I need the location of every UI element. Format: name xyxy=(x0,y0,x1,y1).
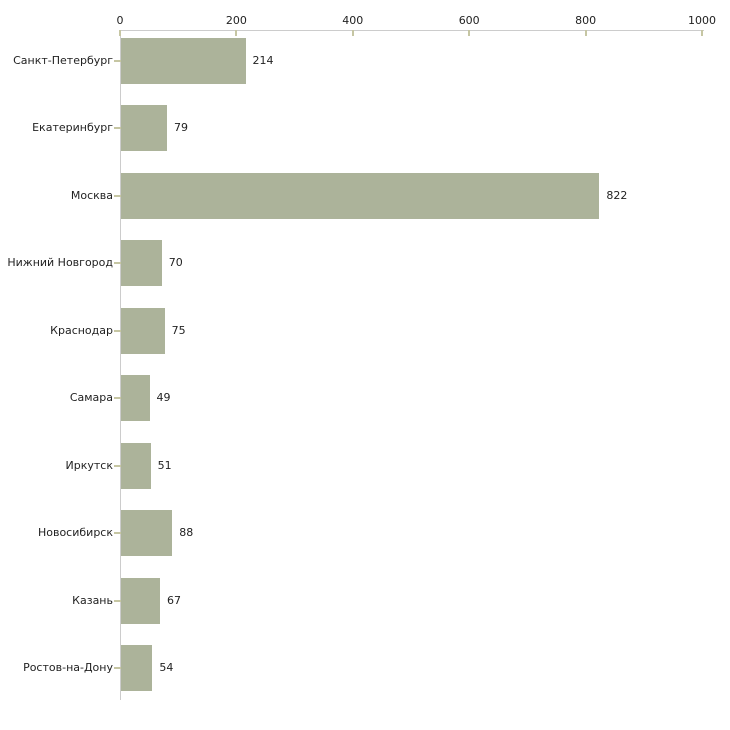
bar xyxy=(121,105,167,151)
x-tick-mark xyxy=(119,30,121,36)
value-label: 822 xyxy=(606,188,628,202)
category-label: Нижний Новгород xyxy=(7,256,113,269)
y-tick-mark xyxy=(114,667,121,669)
x-tick-label: 0 xyxy=(116,14,124,27)
y-tick-mark xyxy=(114,599,121,602)
value-label: 88 xyxy=(179,526,194,539)
category-label: Ростов-на-Дону xyxy=(23,661,113,674)
y-tick-mark xyxy=(114,194,121,197)
x-axis-line xyxy=(120,30,704,31)
category-label: Казань xyxy=(72,593,113,607)
y-tick-mark xyxy=(114,262,121,264)
x-tick-label: 600 xyxy=(458,14,480,27)
x-tick-mark xyxy=(701,30,703,36)
category-label: Новосибирск xyxy=(37,526,113,539)
y-tick-mark xyxy=(114,127,121,129)
category-label: Москва xyxy=(70,188,113,202)
category-label: Санкт-Петербург xyxy=(13,53,113,67)
x-tick-label: 200 xyxy=(225,14,247,27)
y-tick-mark xyxy=(114,397,121,399)
category-label: Краснодар xyxy=(50,323,113,337)
bar xyxy=(121,645,153,691)
x-tick-mark xyxy=(235,30,238,36)
bar xyxy=(121,240,162,286)
bar xyxy=(121,172,600,219)
bar xyxy=(121,375,150,421)
value-label: 51 xyxy=(157,458,172,472)
x-tick-label: 400 xyxy=(342,14,364,27)
category-label: Екатеринбург xyxy=(32,121,113,134)
bar xyxy=(121,510,173,556)
x-tick-label: 1000 xyxy=(688,14,716,27)
value-label: 70 xyxy=(168,256,183,269)
x-tick-label: 800 xyxy=(575,14,597,27)
y-axis-line xyxy=(120,30,121,700)
value-label: 79 xyxy=(173,121,188,134)
x-tick-mark xyxy=(351,30,354,36)
value-label: 214 xyxy=(252,53,274,67)
category-label: Самара xyxy=(69,391,113,404)
x-tick-mark xyxy=(468,30,471,36)
value-label: 75 xyxy=(171,323,186,337)
bar xyxy=(121,442,151,489)
y-tick-mark xyxy=(114,532,121,534)
y-tick-mark xyxy=(114,329,121,332)
y-tick-mark xyxy=(114,59,121,62)
bar xyxy=(121,307,165,354)
y-tick-mark xyxy=(114,464,121,467)
category-label: Иркутск xyxy=(65,458,113,472)
value-label: 67 xyxy=(166,593,181,607)
bar xyxy=(121,37,246,84)
x-tick-mark xyxy=(584,30,587,36)
bar xyxy=(121,577,160,624)
value-label: 49 xyxy=(156,391,171,404)
value-label: 54 xyxy=(159,661,174,674)
